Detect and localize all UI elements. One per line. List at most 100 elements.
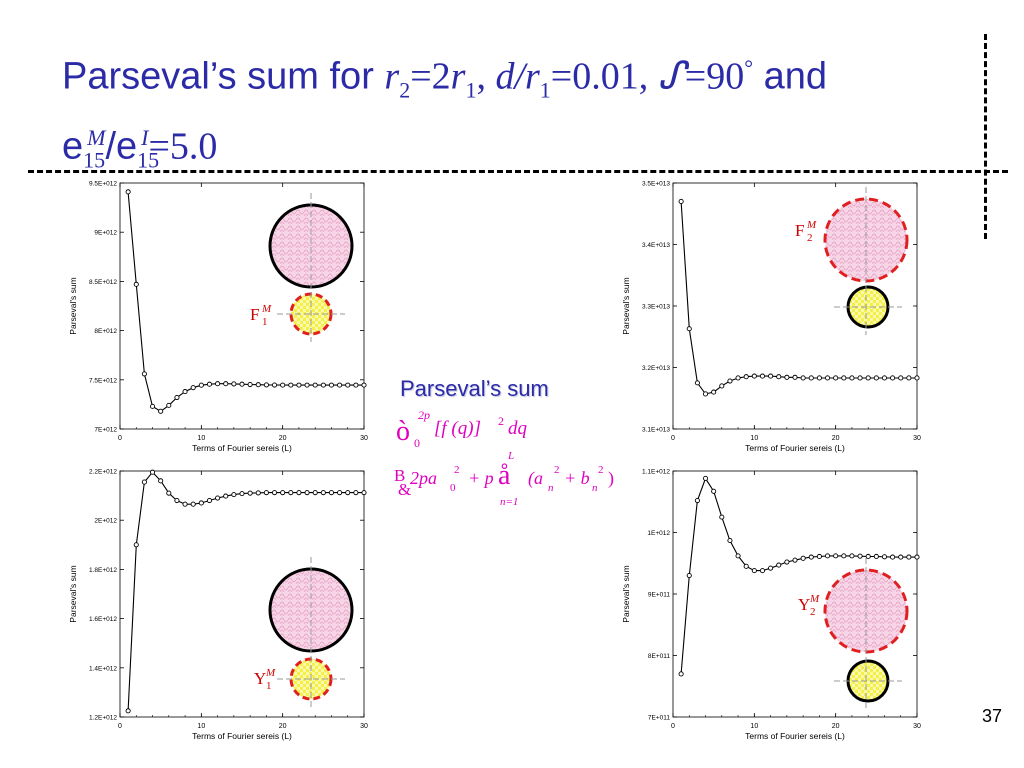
title-line-2: e15M/e15I=5.0 bbox=[62, 114, 962, 184]
data-point bbox=[768, 373, 774, 379]
data-point bbox=[824, 553, 831, 559]
data-point bbox=[271, 382, 278, 388]
data-point bbox=[166, 490, 172, 496]
data-point bbox=[149, 403, 156, 409]
title-theta: ᔑ bbox=[657, 55, 685, 98]
data-point bbox=[914, 554, 920, 560]
a-sup: 2 bbox=[554, 464, 560, 476]
inclusion-label-sup: M bbox=[806, 219, 817, 231]
data-point bbox=[337, 490, 343, 496]
title-comma: , bbox=[476, 55, 496, 98]
plot-frame bbox=[119, 182, 365, 430]
data-point bbox=[735, 375, 741, 381]
data-point bbox=[792, 557, 798, 563]
data-point bbox=[735, 553, 741, 559]
data-point bbox=[190, 501, 196, 507]
data-point bbox=[743, 374, 749, 380]
data-point bbox=[328, 382, 335, 388]
data-point bbox=[320, 490, 326, 496]
data-point bbox=[337, 382, 343, 388]
data-point bbox=[694, 380, 700, 386]
data-point bbox=[719, 383, 725, 389]
parseval-formula: ò 0 2p [f (q)] 2 dq B & 2pa 0 2 + p å L … bbox=[394, 404, 634, 514]
data-point bbox=[288, 382, 294, 388]
y-axis-label: Parseval's sum bbox=[621, 565, 631, 622]
inclusion-label-sub: 1 bbox=[262, 316, 268, 328]
data-point bbox=[808, 375, 814, 381]
data-point bbox=[280, 382, 286, 388]
x-tick-label: 10 bbox=[750, 723, 758, 730]
data-point bbox=[296, 382, 302, 388]
integral-lower: 0 bbox=[414, 436, 420, 450]
title-and: and bbox=[753, 55, 828, 98]
data-point bbox=[361, 382, 367, 388]
y-tick-label: 3.1E+013 bbox=[642, 427, 670, 434]
data-point bbox=[198, 382, 204, 388]
x-tick-label: 30 bbox=[360, 435, 368, 442]
x-axis-label: Terms of Fourier sereis (L) bbox=[192, 731, 292, 741]
data-point bbox=[784, 559, 790, 565]
inclusion-label: F bbox=[250, 305, 259, 324]
inclusion-label-sub: 2 bbox=[807, 232, 813, 244]
data-point bbox=[686, 326, 692, 332]
title-r2: r bbox=[384, 55, 400, 98]
term1-sub: 0 bbox=[450, 482, 456, 494]
data-point bbox=[824, 375, 831, 381]
integral-symbol: ò bbox=[396, 416, 410, 447]
title-slash: /e bbox=[105, 125, 138, 168]
data-point bbox=[873, 375, 879, 381]
inclusion-label: F bbox=[795, 221, 804, 240]
y-tick-label: 1.1E+012 bbox=[642, 469, 670, 476]
data-point bbox=[280, 490, 286, 496]
data-point bbox=[727, 378, 733, 384]
data-point bbox=[328, 490, 335, 496]
data-point bbox=[125, 189, 131, 195]
data-point bbox=[158, 408, 164, 414]
x-tick-label: 0 bbox=[118, 723, 122, 730]
title-r1: r bbox=[450, 55, 466, 98]
page-number: 37 bbox=[981, 706, 1002, 726]
data-point bbox=[833, 375, 839, 381]
y-tick-label: 3.3E+013 bbox=[642, 304, 670, 311]
data-point bbox=[890, 375, 896, 381]
title-eq4: =5.0 bbox=[148, 125, 218, 168]
term1: 2pa bbox=[410, 468, 437, 488]
y-tick-label: 2E+012 bbox=[94, 518, 117, 525]
data-point bbox=[215, 381, 221, 387]
x-axis-label: Terms of Fourier sereis (L) bbox=[192, 443, 292, 453]
x-tick-label: 30 bbox=[913, 723, 921, 730]
data-point bbox=[678, 198, 684, 204]
y-tick-label: 8E+012 bbox=[94, 328, 117, 335]
data-point bbox=[841, 375, 847, 381]
data-point bbox=[857, 375, 863, 381]
title-degree: ° bbox=[744, 55, 754, 80]
data-point bbox=[206, 381, 213, 387]
y-tick-label: 9.5E+012 bbox=[89, 181, 117, 188]
data-point bbox=[133, 281, 139, 287]
data-point bbox=[345, 382, 351, 388]
x-axis-label: Terms of Fourier sereis (L) bbox=[745, 731, 845, 741]
data-point bbox=[174, 497, 180, 504]
data-point bbox=[808, 554, 814, 560]
slide-title: Parseval’s sum for r2=2r1, d/r1=0.01, ᔑ=… bbox=[62, 44, 962, 185]
x-tick-label: 20 bbox=[279, 723, 287, 730]
data-point bbox=[206, 497, 213, 504]
data-point bbox=[320, 382, 326, 388]
data-point bbox=[776, 374, 782, 380]
title-r2-sub: 2 bbox=[399, 77, 411, 103]
x-tick-label: 0 bbox=[118, 435, 122, 442]
title-dr-sub: 1 bbox=[539, 77, 551, 103]
x-tick-label: 30 bbox=[360, 723, 368, 730]
data-point bbox=[312, 490, 318, 496]
data-point bbox=[702, 475, 709, 481]
data-point bbox=[759, 373, 766, 379]
inclusion-label-sub: 1 bbox=[266, 680, 272, 692]
data-point bbox=[304, 490, 310, 496]
data-point bbox=[174, 394, 180, 401]
data-point bbox=[231, 492, 237, 498]
data-point bbox=[190, 385, 196, 391]
data-point bbox=[906, 554, 912, 560]
